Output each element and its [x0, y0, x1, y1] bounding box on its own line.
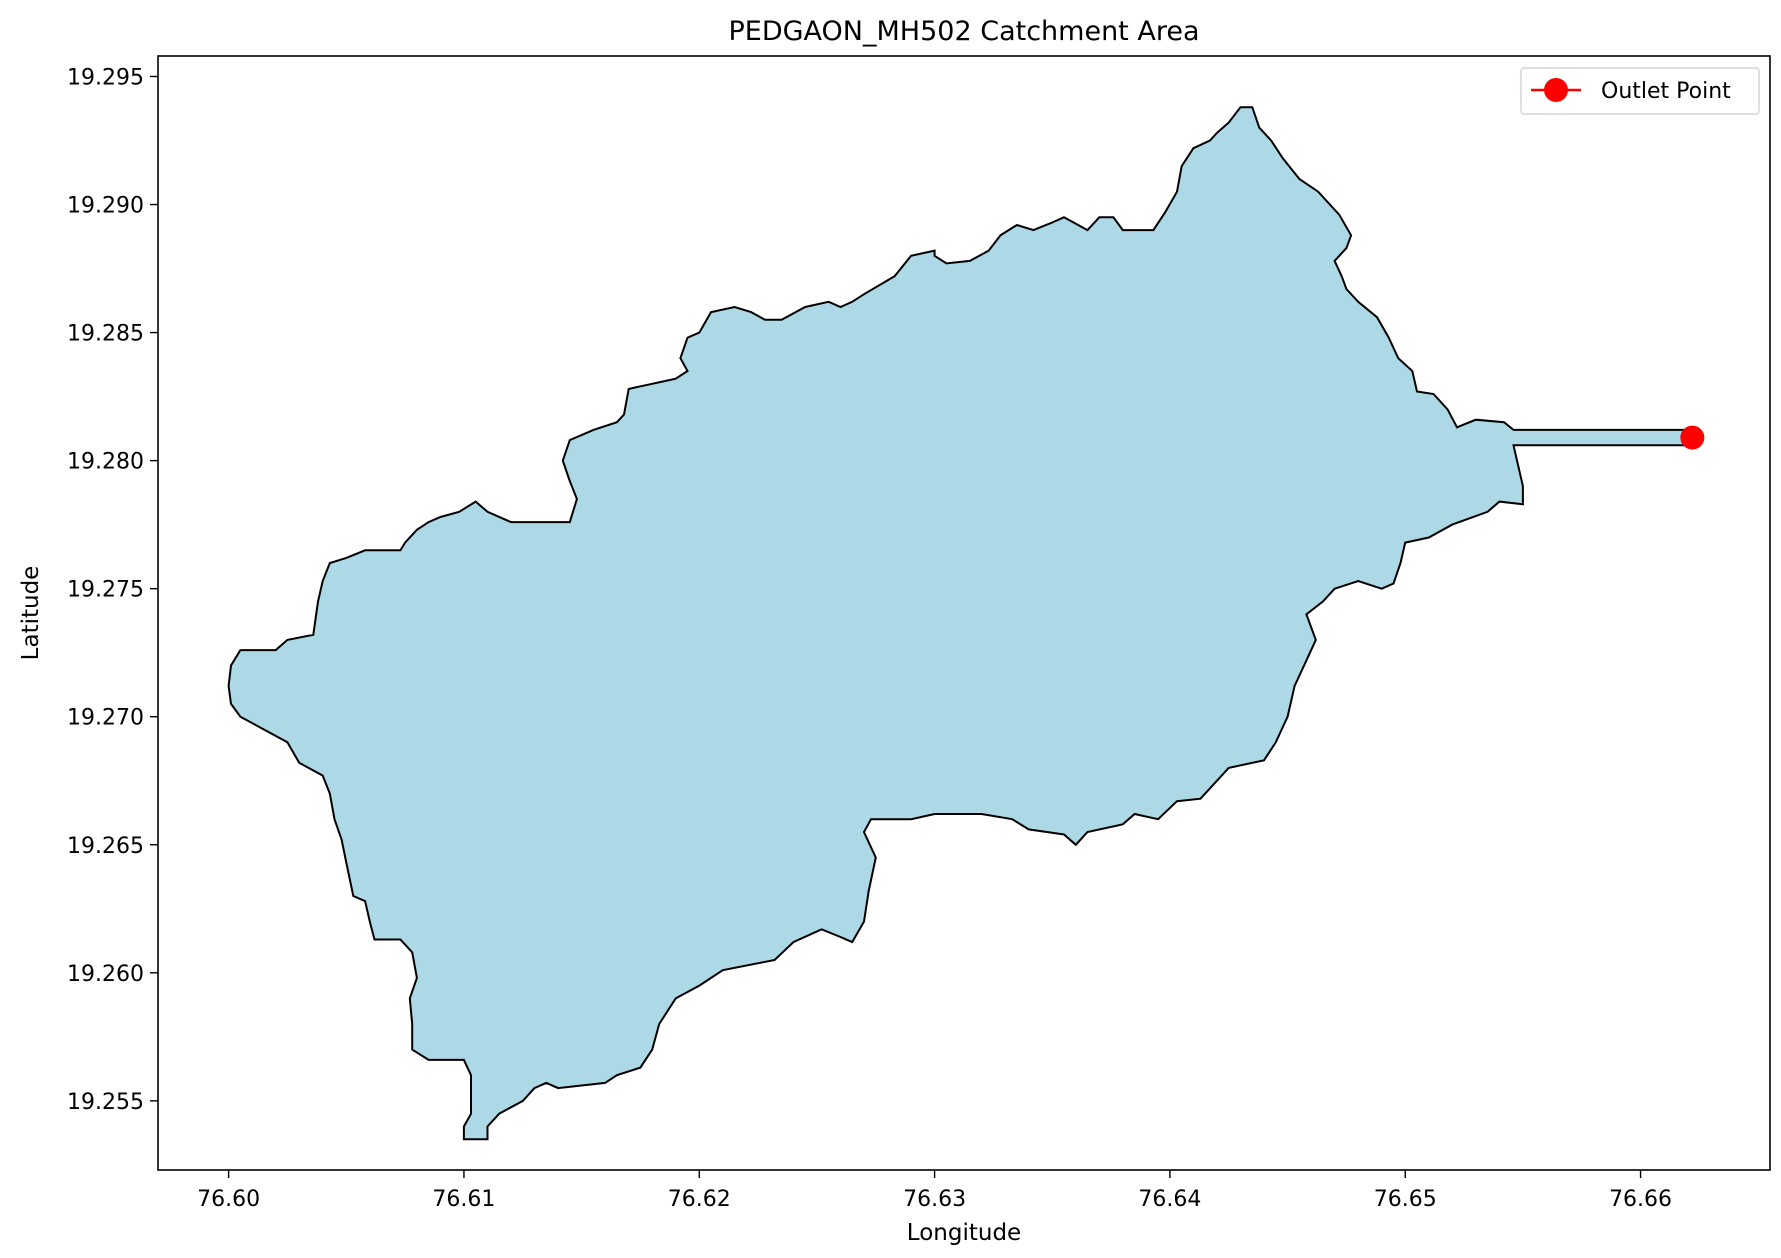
x-tick-label: 76.63: [903, 1187, 966, 1212]
x-tick-label: 76.62: [668, 1187, 731, 1212]
plot-layer: [227, 106, 1705, 1141]
y-axis-ticks: 19.255 19.260 19.265 19.270 19.275 19.280 19.2…: [67, 65, 158, 1115]
x-tick-label: 76.65: [1374, 1187, 1437, 1212]
x-tick-label: 76.66: [1609, 1187, 1672, 1212]
legend: Outlet Point: [1520, 67, 1760, 115]
catchment-polygon: [227, 106, 1689, 1141]
x-tick-label: 76.61: [432, 1187, 495, 1212]
legend-box: [1520, 67, 1760, 115]
y-tick-label: 19.295: [67, 65, 144, 90]
x-tick-label: 76.60: [197, 1187, 260, 1212]
x-axis-label: Longitude: [907, 1220, 1021, 1246]
legend-marker-dot: [1544, 78, 1568, 102]
chart-title: PEDGAON_MH502 Catchment Area: [729, 16, 1200, 47]
x-tick-label: 76.64: [1138, 1187, 1201, 1212]
legend-entry-outlet: Outlet Point: [1601, 79, 1731, 104]
y-axis-label: Latitude: [18, 566, 44, 661]
y-tick-label: 19.280: [67, 450, 144, 475]
plot-frame: [157, 55, 1771, 1171]
x-axis-ticks: 76.60 76.61 76.62 76.63 76.64 76.65 76.66: [197, 1170, 1672, 1212]
y-tick-label: 19.260: [67, 962, 144, 987]
y-tick-label: 19.290: [67, 194, 144, 219]
outlet-point-marker: [1680, 425, 1705, 450]
y-tick-label: 19.275: [67, 578, 144, 603]
y-tick-label: 19.265: [67, 834, 144, 859]
y-tick-label: 19.255: [67, 1090, 144, 1115]
y-tick-label: 19.285: [67, 322, 144, 347]
y-tick-label: 19.270: [67, 706, 144, 731]
